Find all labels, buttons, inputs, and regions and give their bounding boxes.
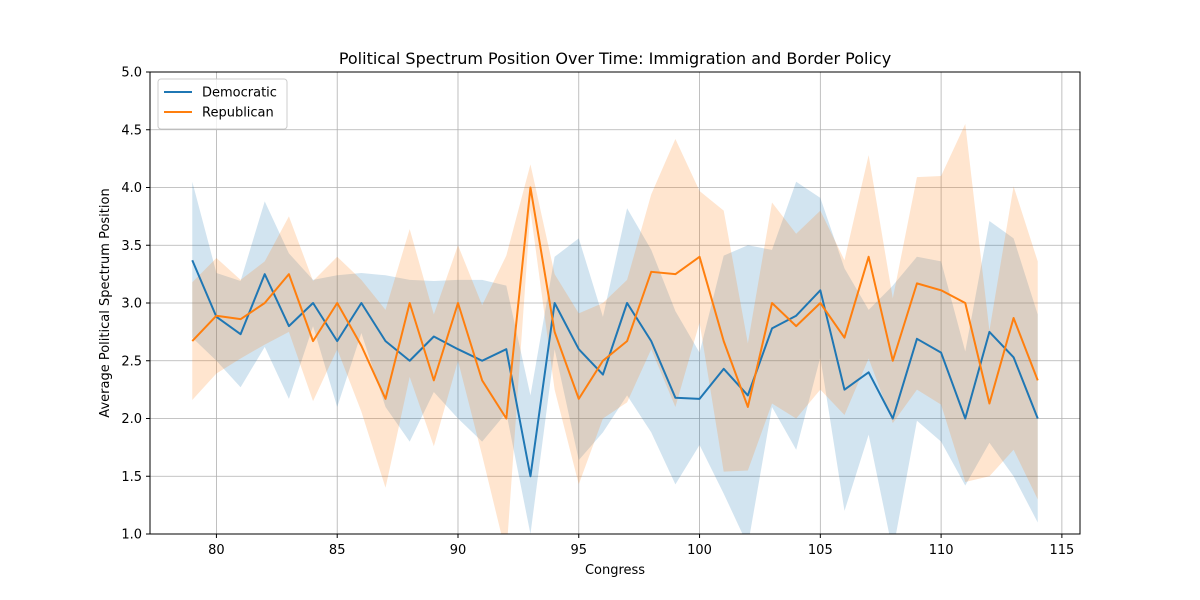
x-tick-label: 115 <box>1049 543 1074 558</box>
y-tick-label: 5.0 <box>121 66 142 81</box>
legend: Democratic Republican <box>157 78 288 130</box>
axis-ticks: 80 85 90 95 100 105 110 115 1.0 1.5 2.0 2.5 3.0 3.5 4.… <box>121 66 1074 559</box>
x-tick-label: 110 <box>929 543 954 558</box>
line-republican <box>191 186 1039 420</box>
band-democratic <box>192 181 1038 534</box>
y-axis-label: Average Political Spectrum Position <box>98 188 113 417</box>
y-tick-label: 2.5 <box>121 354 142 369</box>
x-axis-label: Congress <box>585 563 645 578</box>
x-tick-label: 85 <box>329 543 346 558</box>
series-lines <box>191 186 1039 478</box>
x-tick-label: 100 <box>687 543 712 558</box>
x-tick-label: 90 <box>450 543 467 558</box>
x-tick-label: 105 <box>808 543 833 558</box>
y-tick-label: 3.0 <box>121 297 142 312</box>
x-tick-label: 95 <box>570 543 587 558</box>
y-tick-label: 1.0 <box>121 528 142 543</box>
y-tick-label: 3.5 <box>121 239 142 254</box>
line-democratic <box>191 259 1039 478</box>
y-tick-label: 1.5 <box>121 470 142 485</box>
legend-label-democratic: Democratic <box>202 86 277 101</box>
chart-title: Political Spectrum Position Over Time: I… <box>339 49 891 68</box>
x-tick-label: 80 <box>208 543 225 558</box>
y-tick-label: 4.0 <box>121 181 142 196</box>
band-republican <box>192 123 1038 534</box>
y-tick-label: 2.0 <box>121 412 142 427</box>
y-tick-label: 4.5 <box>121 123 142 138</box>
confidence-bands <box>192 123 1038 534</box>
legend-label-republican: Republican <box>202 106 274 121</box>
